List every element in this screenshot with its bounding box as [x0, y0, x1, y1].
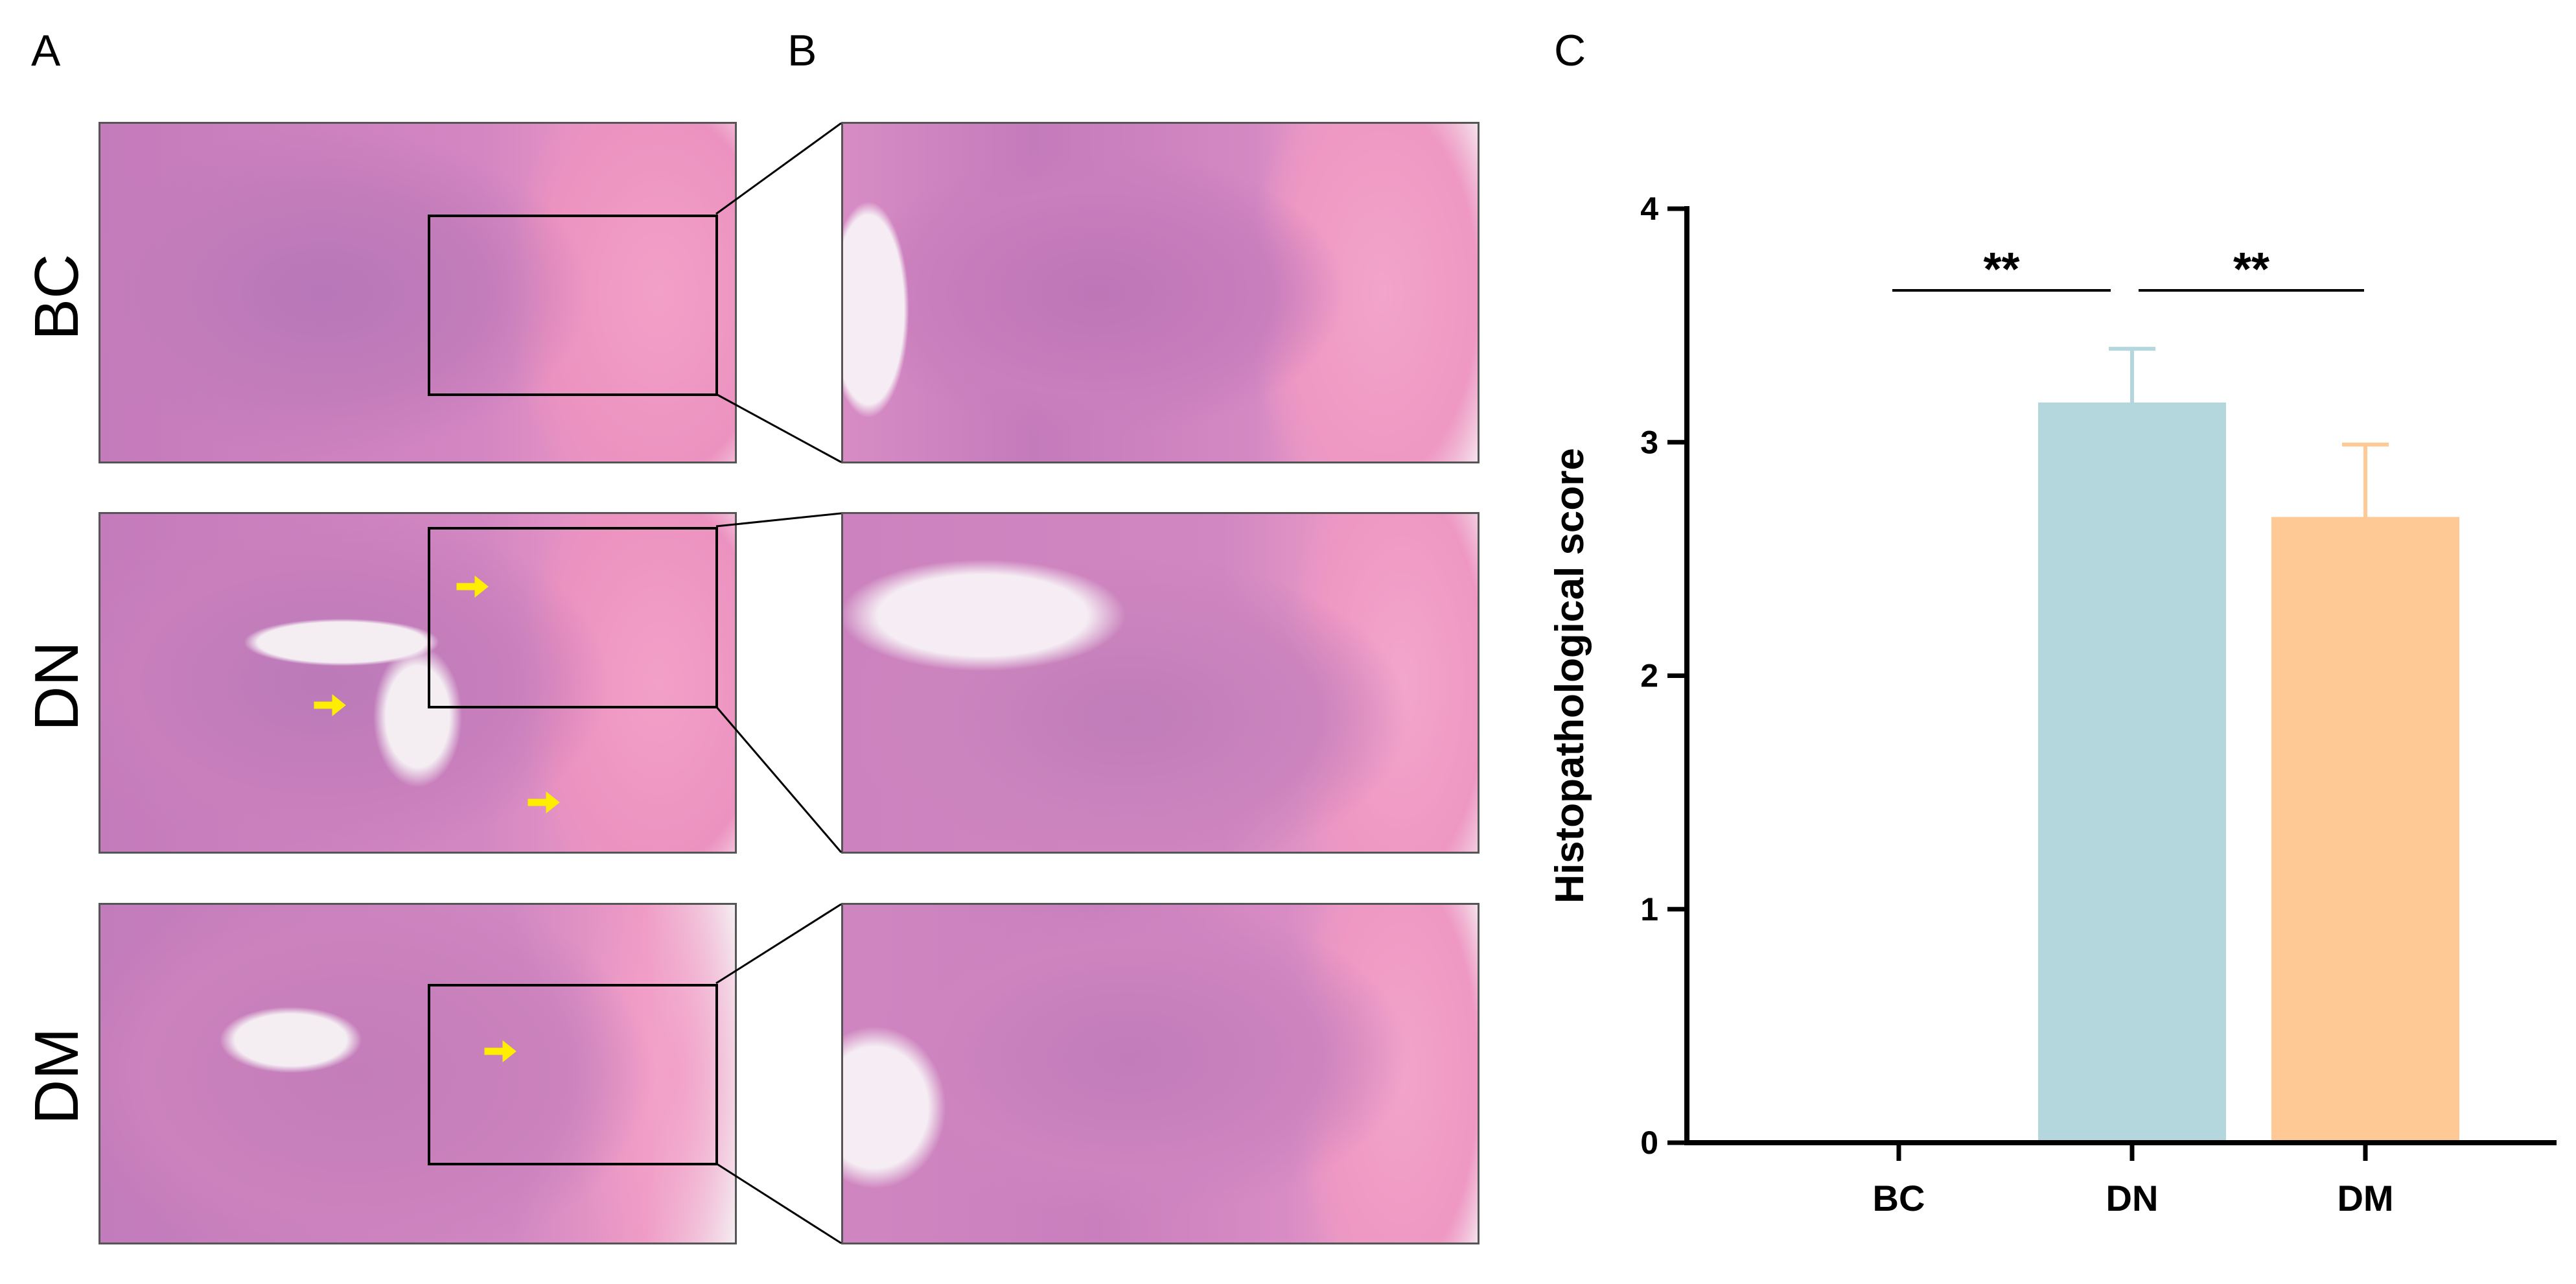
zoom-region-box	[428, 984, 718, 1165]
x-tick-label: DN	[2106, 1178, 2159, 1219]
y-tick-label: 3	[1640, 424, 1658, 460]
bar-chart: 0 1 2 3 4 BC DN DM Histopathological score ** **	[1548, 191, 2557, 1219]
zoom-region-box	[428, 527, 718, 708]
micrograph-bc-zoom	[841, 122, 1479, 463]
bar-dn	[2038, 403, 2226, 1143]
panel-b-label: B	[787, 26, 817, 75]
zoom-region-box	[428, 215, 718, 396]
significance-label: **	[2233, 244, 2269, 296]
arrow-icon	[314, 694, 346, 717]
micrograph-dm-zoom	[841, 903, 1479, 1244]
connector-line	[715, 122, 842, 215]
y-axis-label: Histopathological score	[1548, 448, 1592, 904]
y-tick-label: 1	[1640, 891, 1658, 928]
y-tick-label: 4	[1640, 191, 1658, 227]
panel-a-label: A	[31, 26, 61, 75]
arrow-icon	[484, 1040, 516, 1063]
connector-line	[715, 903, 842, 985]
x-tick-label: BC	[1873, 1178, 1925, 1219]
y-tick-label: 0	[1640, 1125, 1658, 1161]
connector-line	[715, 393, 842, 463]
yellow-arrows	[314, 575, 560, 1063]
panel-c-label: C	[1554, 26, 1586, 75]
arrow-icon	[528, 791, 560, 814]
micrograph-dn-zoom	[841, 512, 1479, 854]
connector-line	[715, 512, 842, 528]
zoom-connectors	[715, 122, 842, 1244]
significance-label: **	[1983, 244, 2019, 296]
micrograph-bc-overview	[99, 122, 737, 463]
y-tick-label: 2	[1640, 658, 1658, 694]
arrow-icon	[456, 575, 489, 598]
micrograph-dm-overview	[99, 903, 737, 1244]
micrograph-dn-overview	[99, 512, 737, 854]
bar-dm	[2271, 517, 2459, 1143]
connector-line	[715, 706, 842, 853]
x-tick-label: DM	[2337, 1178, 2393, 1219]
connector-line	[715, 1162, 842, 1244]
